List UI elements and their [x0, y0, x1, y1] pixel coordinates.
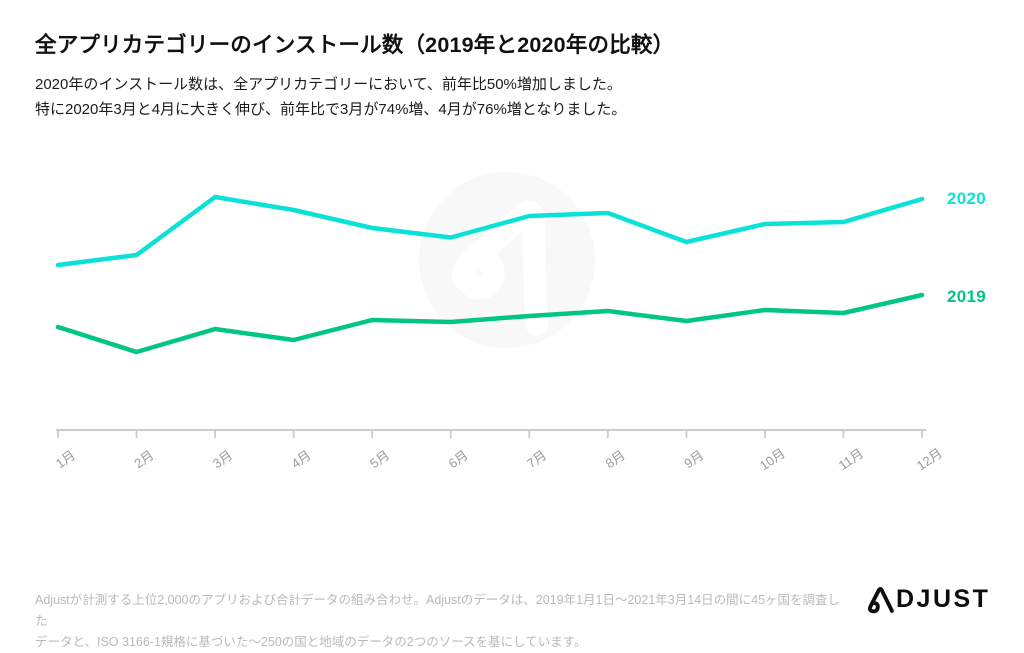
- x-tick-label: 7月: [524, 447, 549, 471]
- x-tick-label: 10月: [757, 445, 788, 473]
- x-tick-label: 1月: [53, 447, 78, 471]
- page-title: 全アプリカテゴリーのインストール数（2019年と2020年の比較）: [35, 33, 675, 57]
- x-tick-label: 3月: [210, 447, 235, 471]
- x-tick-label: 4月: [288, 447, 313, 471]
- x-tick-label: 8月: [603, 447, 628, 471]
- x-tick-label: 5月: [367, 447, 392, 471]
- source-note-line-2: データと、ISO 3166-1規格に基づいた〜250の国と地域のデータの2つのソ…: [35, 635, 587, 649]
- adjust-logo-text: DJUST: [896, 585, 991, 613]
- adjust-watermark: [419, 172, 595, 348]
- x-tick-label: 6月: [446, 447, 471, 471]
- x-tick-label: 9月: [681, 447, 706, 471]
- adjust-a-watermark-icon: [452, 200, 548, 335]
- subtitle-line-2: 特に2020年3月と4月に大きく伸び、前年比で3月が74%増、4月が76%増とな…: [35, 101, 627, 118]
- adjust-logo: DJUST: [864, 585, 990, 614]
- series-label-2020: 2020: [947, 189, 987, 208]
- adjust-logo-a-icon: [867, 586, 894, 613]
- x-tick-label: 12月: [914, 445, 945, 473]
- source-note: Adjustが計測する上位2,000のアプリおよび合計データの組み合わせ。Adj…: [35, 590, 850, 653]
- x-tick-label: 2月: [131, 447, 156, 471]
- subtitle-line-1: 2020年のインストール数は、全アプリカテゴリーにおいて、前年比50%増加しまし…: [35, 76, 622, 93]
- x-tick-label: 11月: [836, 446, 866, 473]
- chart-subtitle: 2020年のインストール数は、全アプリカテゴリーにおいて、前年比50%増加しまし…: [35, 72, 626, 122]
- source-note-line-1: Adjustが計測する上位2,000のアプリおよび合計データの組み合わせ。Adj…: [35, 593, 841, 628]
- series-label-2019: 2019: [947, 287, 987, 306]
